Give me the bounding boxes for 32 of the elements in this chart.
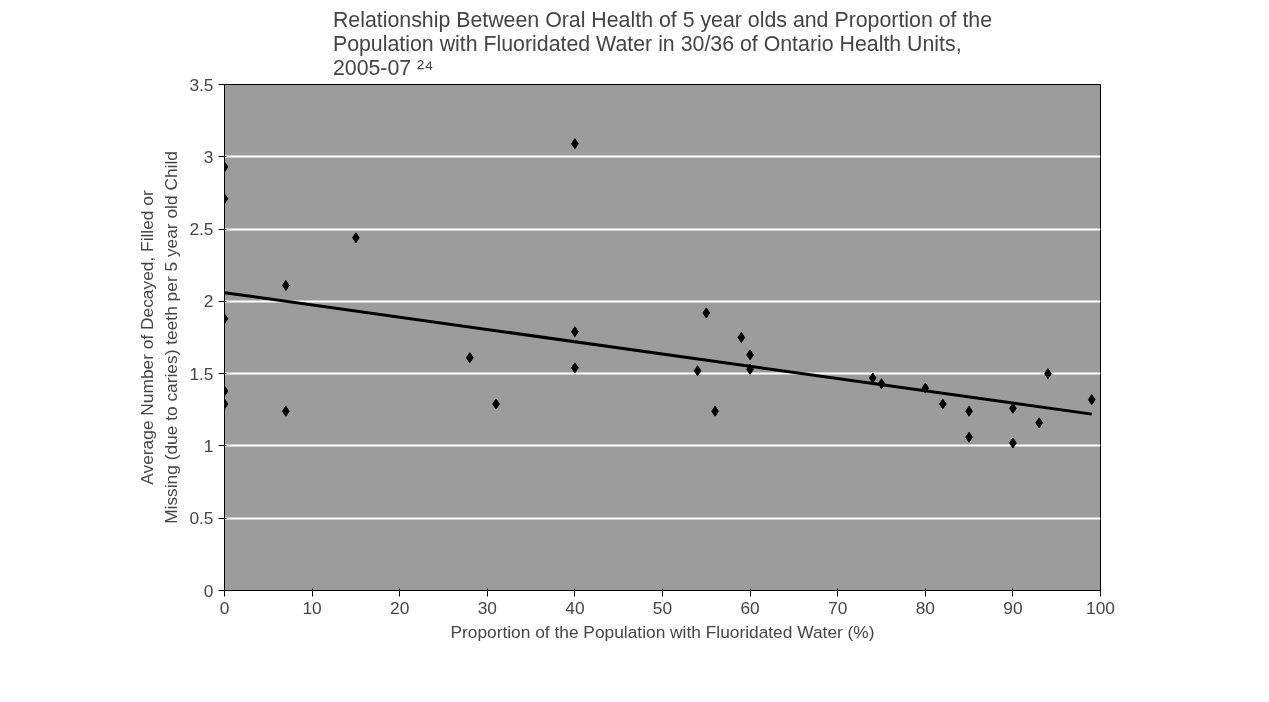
- x-tick-label: 50: [652, 597, 673, 618]
- x-tick-label: 40: [565, 597, 585, 618]
- point: [868, 372, 877, 384]
- x-tick-label: 0: [219, 597, 230, 618]
- x-tick-label: 90: [1003, 597, 1023, 618]
- point: [702, 307, 711, 319]
- chart-title: Relationship Between Oral Health of 5 year olds and Proportion of the Population with Fluoridated Water in 30/36 of Ontario Health Units, 2005-07 ²⁴: [332, 7, 993, 80]
- point: [281, 279, 290, 291]
- y-tick-label: 0.5: [189, 508, 214, 529]
- y-tick-label: 0: [203, 580, 214, 601]
- x-tick-label: 30: [477, 597, 497, 618]
- x-tick-label: 20: [390, 597, 410, 618]
- point: [1035, 417, 1044, 429]
- point: [281, 405, 290, 417]
- point: [465, 352, 474, 364]
- y-tick-label: 2.5: [189, 219, 214, 240]
- x-tick-label: 70: [828, 597, 848, 618]
- y-tick-label: 1.5: [189, 363, 214, 384]
- point: [737, 332, 746, 343]
- x-tick-label: 100: [1086, 597, 1115, 618]
- point: [938, 398, 947, 410]
- y-tick-label: 3: [203, 146, 214, 167]
- x-tick-label: 10: [302, 597, 322, 618]
- x-tick-label: 60: [740, 597, 760, 618]
- x-axis-title: Proportion of the Population with Fluoridated Water (%): [450, 621, 875, 642]
- point: [693, 365, 702, 377]
- point: [1087, 394, 1096, 406]
- y-axis-title: Average Number of Decayed, Filled or Missing (due to caries) teeth per 5 year old Child: [137, 151, 182, 524]
- y-tick-label: 2: [203, 291, 214, 312]
- y-tick-label: 1: [203, 435, 214, 456]
- x-tick-label: 80: [915, 597, 935, 618]
- y-tick-label: 3.5: [189, 74, 214, 95]
